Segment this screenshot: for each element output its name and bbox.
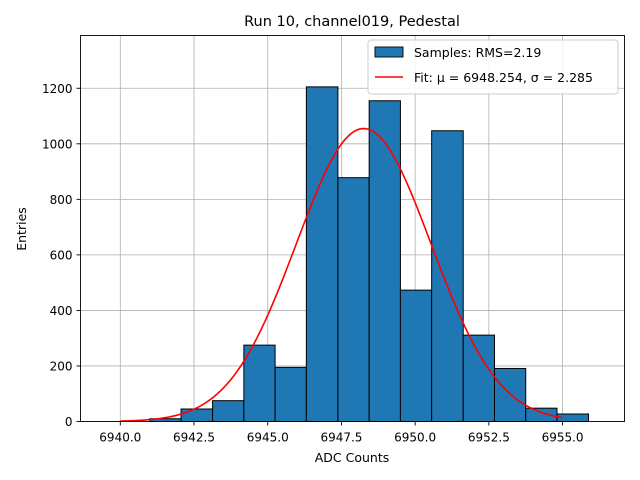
histogram-bar <box>180 408 214 423</box>
legend: Samples: RMS=2.19 Fit: μ = 6948.254, σ =… <box>367 39 619 95</box>
y-tick-label: 800 <box>50 193 73 207</box>
x-tick-label: 6940.0 <box>99 431 141 445</box>
x-tick-label: 6950.0 <box>394 431 436 445</box>
histogram-bar <box>493 367 527 423</box>
x-tick-label: 6955.0 <box>542 431 584 445</box>
y-axis-ticks: 0 200 400 600 800 1000 1200 <box>42 82 81 429</box>
y-tick-label: 1200 <box>42 82 73 96</box>
legend-label-samples: Samples: RMS=2.19 <box>414 45 541 60</box>
histogram-bar <box>462 334 495 423</box>
gaussian-fit-line <box>120 127 563 422</box>
histogram-bar <box>274 366 307 422</box>
plot-frame <box>80 35 625 422</box>
x-tick-label: 6947.5 <box>320 431 362 445</box>
histogram-bar <box>525 407 558 422</box>
y-tick-label: 200 <box>50 359 73 373</box>
y-tick-label: 400 <box>50 304 73 318</box>
legend-swatch-samples <box>374 46 404 58</box>
legend-label-fit: Fit: μ = 6948.254, σ = 2.285 <box>414 70 593 85</box>
y-axis-label: Entries <box>14 207 29 251</box>
histogram-bar <box>337 177 370 422</box>
histogram-bar <box>305 86 339 422</box>
legend-box <box>367 39 619 95</box>
histogram-bar <box>243 344 276 422</box>
chart-title: Run 10, channel019, Pedestal <box>244 14 460 30</box>
histogram-bar <box>431 130 464 422</box>
x-tick-label: 6942.5 <box>173 431 215 445</box>
histogram-bar <box>399 289 433 422</box>
y-tick-label: 0 <box>65 415 73 429</box>
y-tick-label: 600 <box>50 248 73 262</box>
histogram-bars <box>149 86 590 423</box>
x-tick-label: 6952.5 <box>468 431 510 445</box>
y-tick-label: 1000 <box>42 137 73 151</box>
x-tick-label: 6945.0 <box>247 431 289 445</box>
x-axis-ticks: 6940.0 6942.5 6945.0 6947.5 6950.0 6952.5 6955… <box>99 421 584 445</box>
histogram-bar <box>212 400 245 423</box>
histogram-bar <box>368 100 401 422</box>
x-axis-label: ADC Counts <box>315 450 390 465</box>
